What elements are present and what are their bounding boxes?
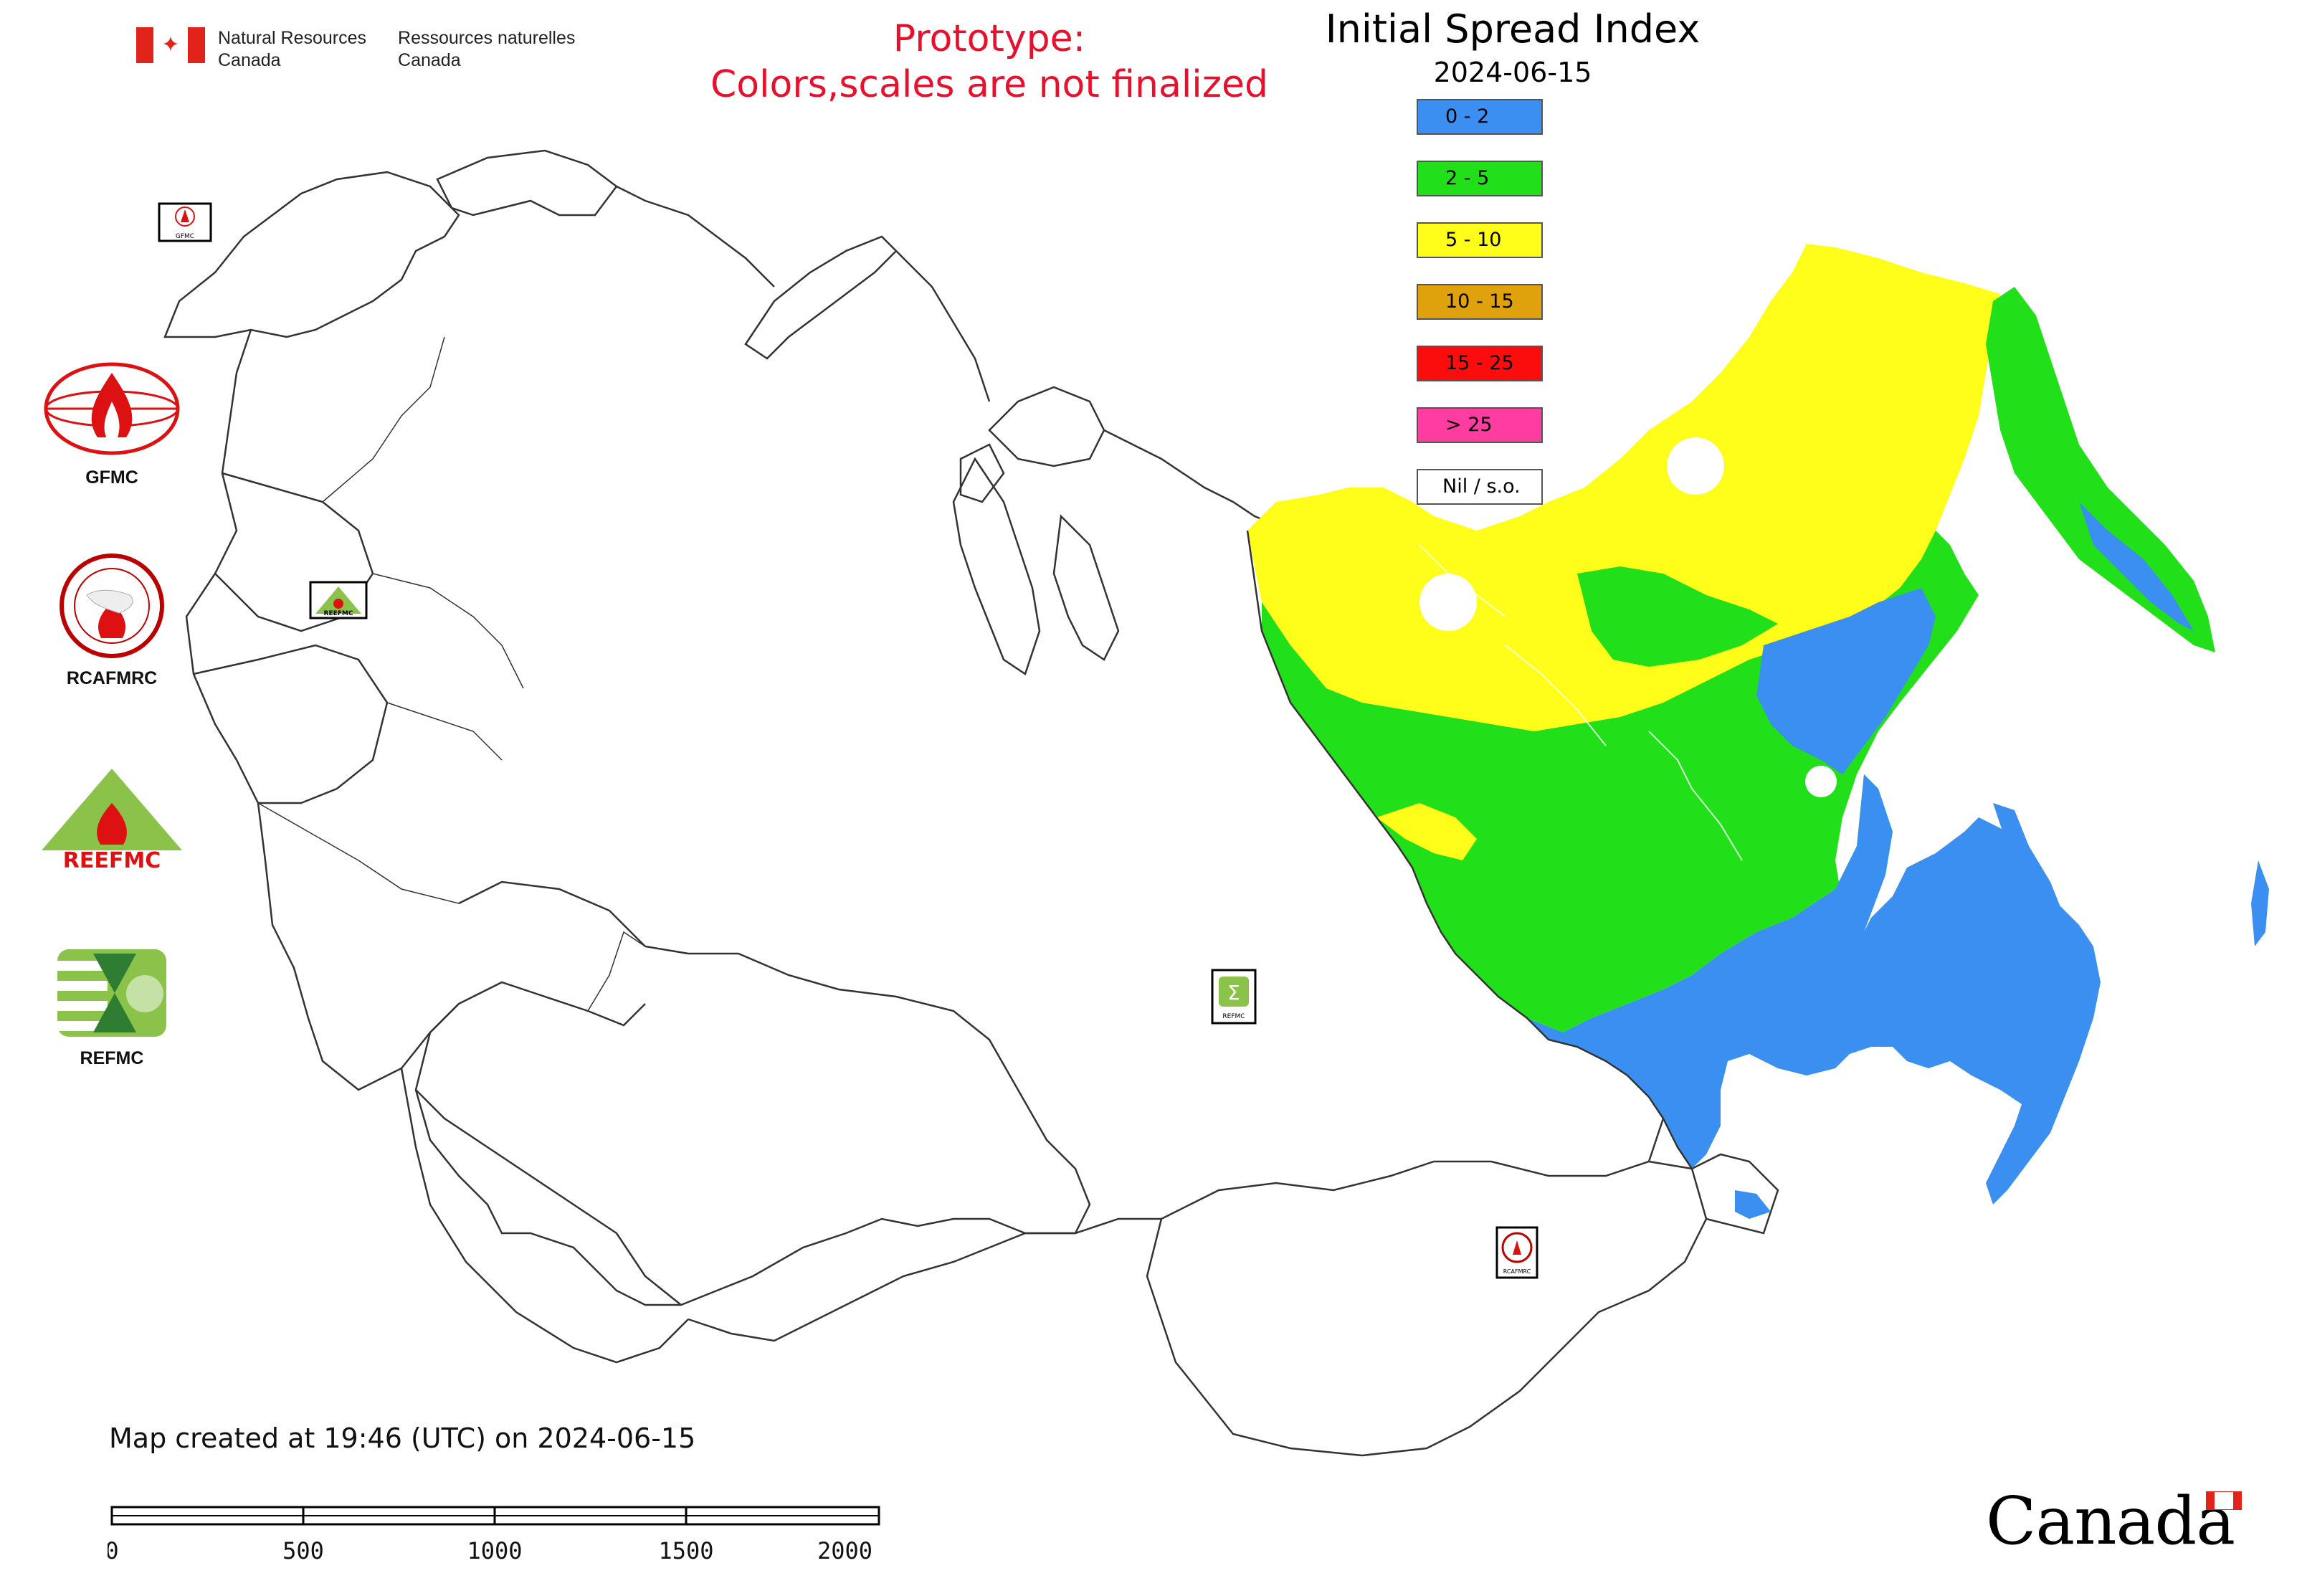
- org-name-en: Natural Resources Canada: [218, 27, 366, 72]
- kazakhstan-outline: [414, 880, 1091, 1306]
- legend-item-2-5: 2 - 5: [1417, 161, 1543, 196]
- scale-tick: 500: [282, 1537, 324, 1564]
- prototype-line1: Prototype:: [893, 17, 1086, 60]
- svg-text:REEFMC: REEFMC: [63, 848, 161, 873]
- legend-item-gt-25: > 25: [1417, 407, 1543, 443]
- map-logo-gfmc: GFMC: [158, 202, 212, 242]
- index-region: [1246, 244, 2269, 1219]
- rcafmrc-seal-icon: [60, 554, 164, 658]
- mongolia-outline: [1146, 1160, 1708, 1457]
- map-logo-refmc: Σ REFMC: [1211, 969, 1257, 1025]
- legend-label: 0 - 2: [1445, 105, 1490, 128]
- south-siberia-border: [989, 1217, 1161, 1249]
- legend-item-5-10: 5 - 10: [1417, 222, 1543, 258]
- map-logos: GFMC REEFMC Σ REFMC RCAFMRC: [158, 202, 1538, 1279]
- svg-text:GFMC: GFMC: [176, 233, 194, 240]
- svg-text:RCAFMRC: RCAFMRC: [1503, 1268, 1531, 1275]
- prototype-notice: Prototype: Colors,scales are not finaliz…: [667, 16, 1312, 108]
- legend: 0 - 2 2 - 5 5 - 10 10 - 15 15 - 25 > 25 …: [1417, 99, 1546, 531]
- org-fr-line1: Ressources naturelles: [398, 28, 576, 48]
- map-logo-rcafmrc: RCAFMRC: [1495, 1226, 1538, 1279]
- scale-tick: 1500: [658, 1537, 713, 1564]
- svg-text:REEFMC: REEFMC: [324, 610, 353, 617]
- rcafmrc-caption: RCAFMRC: [66, 668, 158, 688]
- scale-tick: 1000: [467, 1537, 522, 1564]
- kamchatka: [1986, 287, 2215, 652]
- zone-blue-inland: [1756, 588, 1936, 774]
- map-logo-reefmc: REEFMC: [309, 581, 368, 619]
- tajik-kyrgyz-outline: [688, 1246, 990, 1342]
- legend-label: 10 - 15: [1445, 290, 1514, 313]
- legend-label: 15 - 25: [1445, 352, 1514, 374]
- scale-tick: 2000 km: [817, 1537, 889, 1564]
- svg-text:REFMC: REFMC: [1222, 1013, 1245, 1020]
- map-created-note: Map created at 19:46 (UTC) on 2024-06-15: [109, 1422, 696, 1454]
- yamal-outline: [952, 457, 1041, 675]
- kamchatka-blue: [2079, 502, 2194, 631]
- novaya-zemlya-outline: [744, 235, 898, 360]
- kola-outline: [436, 149, 618, 217]
- canada-flag-icon: ✦: [136, 27, 205, 63]
- legend-item-nil: Nil / s.o.: [1417, 469, 1543, 505]
- side-logo-rcafmrc: RCAFMRC: [33, 552, 191, 689]
- west-russia-outline: [185, 329, 646, 1091]
- reefmc-triangle-icon: REEFMC: [37, 769, 186, 873]
- prototype-line2: Colors,scales are not finalized: [710, 63, 1269, 106]
- zone-blue: [1527, 774, 2101, 1205]
- rivers: [1419, 544, 1743, 861]
- arctic-coast: [616, 185, 1291, 532]
- scale-bar: 0 500 1000 1500 2000 km: [108, 1506, 889, 1564]
- org-en-line1: Natural Resources: [218, 28, 367, 48]
- country-borders: [163, 149, 1779, 1457]
- refmc-caption: REFMC: [80, 1048, 144, 1068]
- side-logo-reefmc: REEFMC: [33, 766, 191, 876]
- gfmc-flame-globe-icon: [44, 362, 180, 455]
- island-south: [1735, 1190, 1771, 1219]
- org-en-line2: Canada: [218, 50, 281, 70]
- zone-green-north-patch: [1577, 566, 1778, 667]
- oblast-lines: [257, 336, 646, 1012]
- zone-yellow-south: [1376, 803, 1477, 860]
- island-north: [2251, 860, 2269, 946]
- nrcan-signature: ✦ Natural Resources Canada Ressources na…: [136, 27, 575, 72]
- taymyr-outline: [988, 386, 1105, 467]
- uzbekistan-outline: [415, 1089, 682, 1306]
- turkmenistan-outline: [400, 1068, 689, 1364]
- nil-hole-2: [1419, 574, 1477, 631]
- map-title: Initial Spread Index: [1325, 6, 1701, 52]
- legend-label: 2 - 5: [1445, 167, 1490, 189]
- map-date: 2024-06-15: [1433, 57, 1592, 88]
- refmc-sigma-icon: [57, 949, 166, 1037]
- scandinavia-outline: [163, 171, 460, 338]
- scale-tick: 0: [108, 1537, 119, 1564]
- side-logo-gfmc: GFMC: [33, 358, 191, 488]
- org-fr-line2: Canada: [398, 50, 461, 70]
- region-outline: [1246, 530, 1693, 1169]
- svg-text:Σ: Σ: [1227, 981, 1240, 1004]
- legend-label: > 25: [1445, 414, 1493, 436]
- legend-label: Nil / s.o.: [1442, 475, 1521, 498]
- canada-wordmark: Canada: [1986, 1483, 2242, 1559]
- nil-hole-3: [1805, 766, 1837, 797]
- legend-item-0-2: 0 - 2: [1417, 99, 1543, 135]
- gydan-outline: [1052, 514, 1120, 661]
- legend-item-15-25: 15 - 25: [1417, 346, 1543, 381]
- gfmc-caption: GFMC: [85, 467, 138, 488]
- legend-item-10-15: 10 - 15: [1417, 284, 1543, 320]
- ukraine-outline: [193, 644, 389, 804]
- side-logo-refmc: REFMC: [33, 946, 191, 1069]
- canada-wordmark-text: Canada: [1986, 1483, 2235, 1559]
- org-name-fr: Ressources naturelles Canada: [398, 27, 575, 72]
- canada-flag-icon: [2206, 1491, 2242, 1510]
- legend-label: 5 - 10: [1445, 229, 1502, 251]
- sakhalin: [1993, 803, 2079, 939]
- east-border: [1691, 1153, 1779, 1235]
- nil-hole-1: [1667, 437, 1724, 495]
